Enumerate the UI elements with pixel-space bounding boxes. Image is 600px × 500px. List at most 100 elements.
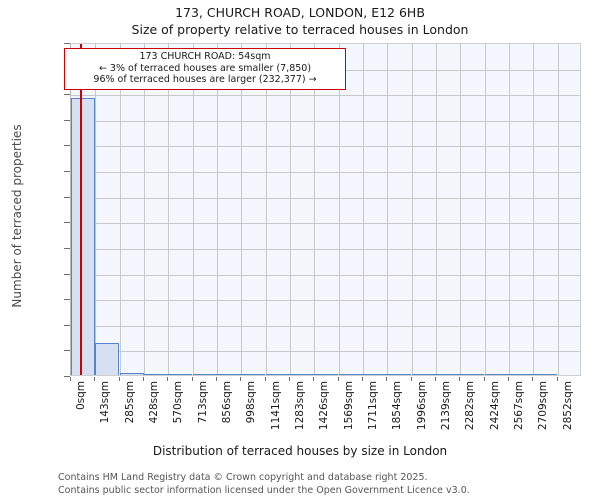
plot-area [70, 43, 581, 376]
bar [95, 342, 119, 375]
y-tick-mark [64, 145, 70, 147]
gridline-vertical [314, 44, 315, 375]
x-tick-mark [508, 377, 509, 381]
x-tick-label: 0sqm [75, 381, 87, 411]
x-tick-mark [386, 377, 387, 381]
gridline-vertical [95, 44, 96, 375]
gridline-horizontal [71, 197, 580, 199]
gridline-horizontal [71, 274, 580, 276]
bar [387, 374, 411, 375]
gridline-vertical [290, 44, 291, 375]
bar [412, 374, 436, 375]
gridline-vertical [217, 44, 218, 375]
footer-attribution: Contains HM Land Registry data © Crown c… [58, 472, 470, 497]
x-tick-mark [435, 377, 436, 381]
gridline-vertical [144, 44, 145, 375]
x-tick-label: 1283sqm [294, 381, 306, 431]
gridline-horizontal [71, 325, 580, 327]
x-tick-mark [289, 377, 290, 381]
x-tick-mark [557, 377, 558, 381]
bar [485, 374, 509, 375]
x-tick-label: 285sqm [123, 381, 136, 424]
x-tick-label: 1426sqm [318, 381, 331, 431]
x-tick-mark [411, 377, 412, 381]
bar [241, 374, 265, 375]
gridline-vertical [533, 44, 534, 375]
gridline-vertical [485, 44, 486, 375]
gridline-horizontal [71, 300, 580, 302]
x-tick-mark [484, 377, 485, 381]
x-tick-label: 428sqm [148, 381, 160, 424]
bar [363, 374, 387, 375]
x-tick-label: 2567sqm [513, 381, 525, 431]
y-tick-mark [64, 350, 70, 352]
x-tick-mark [167, 377, 168, 381]
bar [266, 374, 290, 375]
x-tick-label: 856sqm [221, 381, 233, 424]
footer-line-1: Contains HM Land Registry data © Crown c… [58, 472, 428, 483]
x-tick-mark [94, 377, 95, 381]
gridline-vertical [266, 44, 267, 375]
y-tick-mark [64, 324, 70, 326]
y-tick-mark [64, 247, 70, 249]
x-tick-label: 2709sqm [537, 381, 550, 431]
x-tick-mark [70, 377, 71, 381]
bar [168, 374, 192, 375]
y-tick-mark [64, 171, 70, 173]
bar [460, 374, 484, 375]
gridline-horizontal [71, 95, 580, 97]
x-tick-mark [532, 377, 533, 381]
x-tick-mark [459, 377, 460, 381]
x-tick-mark [313, 377, 314, 381]
page-title: 173, CHURCH ROAD, LONDON, E12 6HB [175, 5, 425, 20]
gridline-horizontal [71, 172, 580, 174]
bar [193, 374, 217, 375]
gridline-horizontal [71, 223, 580, 225]
bar [217, 374, 241, 375]
gridline-vertical [412, 44, 413, 375]
gridline-vertical [241, 44, 242, 375]
x-tick-label: 2139sqm [440, 381, 452, 431]
bar [509, 374, 533, 375]
x-tick-mark [119, 377, 120, 381]
gridline-horizontal [71, 120, 580, 122]
y-tick-mark [64, 43, 70, 44]
x-tick-mark [362, 377, 363, 381]
bar [533, 374, 557, 375]
bar [71, 98, 95, 375]
gridline-vertical [363, 44, 364, 375]
annotation-line-3: 96% of terraced houses are larger (232,3… [93, 74, 317, 86]
x-axis-title: Distribution of terraced houses by size … [152, 444, 448, 458]
gridline-vertical [460, 44, 461, 375]
y-tick-mark [64, 376, 70, 377]
annotation-line-1: 173 CHURCH ROAD: 54sqm [139, 51, 271, 62]
annotation-line-2: ← 3% of terraced houses are smaller (7,8… [98, 62, 312, 74]
x-tick-label: 1569sqm [342, 381, 355, 431]
x-tick-label: 713sqm [196, 381, 209, 424]
gridline-vertical [509, 44, 510, 375]
gridline-vertical [558, 44, 559, 375]
x-tick-label: 570sqm [172, 381, 185, 424]
x-tick-label: 2424sqm [488, 381, 501, 431]
gridline-vertical [387, 44, 388, 375]
x-tick-label: 143sqm [99, 381, 112, 424]
x-tick-mark [240, 377, 241, 381]
bar [436, 374, 460, 375]
y-tick-mark [64, 196, 70, 198]
gridline-vertical [120, 44, 121, 375]
annotation-box: 173 CHURCH ROAD: 54sqm ← 3% of terraced … [64, 48, 346, 90]
x-tick-label: 1996sqm [415, 381, 428, 431]
gridline-horizontal [71, 146, 580, 148]
page-subtitle: Size of property relative to terraced ho… [131, 22, 469, 37]
y-tick-mark [64, 299, 70, 301]
x-tick-label: 998sqm [245, 381, 258, 424]
x-tick-mark [338, 377, 339, 381]
x-tick-label: 2852sqm [561, 381, 574, 431]
bar [290, 374, 314, 375]
gridline-vertical [193, 44, 194, 375]
x-tick-mark [265, 377, 266, 381]
x-tick-label: 1711sqm [367, 381, 379, 431]
bar [144, 374, 168, 375]
